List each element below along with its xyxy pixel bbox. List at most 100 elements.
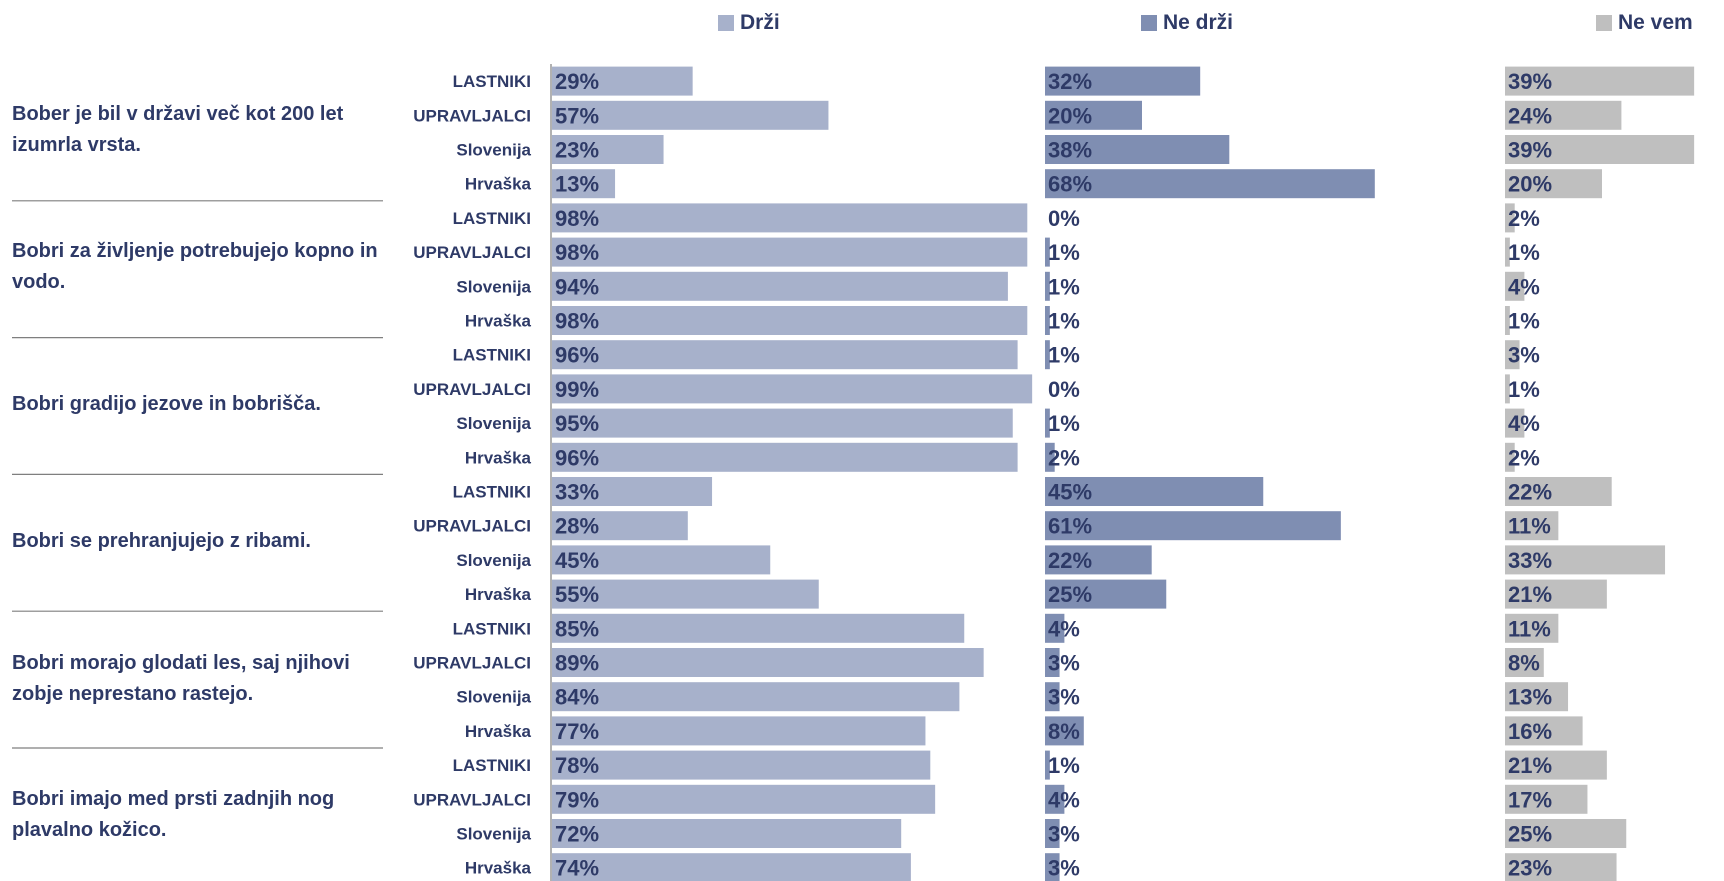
data-label-ne-drzi: 32% [1048,69,1092,94]
data-label-ne-drzi: 38% [1048,138,1092,163]
data-label-drzi: 13% [555,172,599,197]
bar-drzi [552,169,616,199]
bar-drzi [552,306,1028,335]
data-label-ne-drzi: 68% [1048,172,1092,197]
data-label-ne-vem: 4% [1508,274,1540,299]
data-label-drzi: 99% [555,377,599,402]
group-label: Slovenija [456,551,531,570]
group-label: Hrvaška [465,585,532,604]
bar-ne-vem [1505,203,1515,233]
data-label-ne-vem: 24% [1508,103,1552,128]
data-label-ne-drzi: 3% [1048,856,1080,881]
bar-ne-vem [1505,306,1510,335]
bar-ne-vem [1505,442,1515,472]
data-label-ne-drzi: 3% [1048,651,1080,676]
bar-drzi [552,511,688,541]
bar-ne-drzi [1045,511,1341,541]
bar-drzi [552,203,1028,233]
data-label-ne-drzi: 22% [1048,548,1092,573]
data-label-ne-vem: 11% [1508,514,1551,539]
group-label: LASTNIKI [453,756,531,775]
legend-ne-drzi: Ne drži [1141,8,1233,38]
group-label: UPRAVLJALCI [413,517,531,536]
group-label: Slovenija [456,825,531,844]
data-label-ne-drzi: 45% [1048,480,1092,505]
legend-swatch-ne-vem [1596,15,1612,31]
bar-ne-vem [1505,271,1525,301]
bar-ne-drzi [1045,408,1050,438]
bar-drzi [552,66,693,96]
bar-ne-drzi [1045,750,1050,780]
bar-ne-drzi [1045,682,1060,712]
data-label-drzi: 94% [555,274,599,299]
group-label: Slovenija [456,277,531,296]
data-label-ne-vem: 1% [1508,240,1540,265]
legend-swatch-drzi [718,15,734,31]
data-label-ne-drzi: 8% [1048,719,1080,744]
question-label-6: Bobri imajo med prsti zadnjih nog plaval… [12,788,335,841]
data-label-ne-drzi: 3% [1048,822,1080,847]
data-label-drzi: 84% [555,685,599,710]
bar-ne-vem [1505,648,1544,677]
bar-drzi [552,613,965,643]
bar-drzi [552,408,1013,438]
group-label: Hrvaška [465,722,532,741]
data-label-drzi: 78% [555,753,599,778]
bar-ne-vem [1505,100,1622,130]
data-label-drzi: 89% [555,651,599,676]
bar-ne-drzi [1045,853,1060,881]
data-label-ne-vem: 39% [1508,69,1552,94]
group-label: LASTNIKI [453,346,531,365]
bar-ne-vem [1505,511,1559,541]
data-label-ne-vem: 1% [1508,377,1540,402]
group-label: Slovenija [456,688,531,707]
bar-drzi [552,340,1018,370]
bar-ne-drzi [1045,579,1167,609]
bar-drzi [552,819,902,848]
data-label-ne-drzi: 4% [1048,787,1080,812]
bar-ne-vem [1505,853,1617,881]
bar-ne-vem [1505,66,1695,96]
bar-drzi [552,784,936,814]
data-label-ne-vem: 13% [1508,685,1552,710]
bar-drzi [552,271,1008,301]
data-label-ne-drzi: 0% [1048,377,1080,402]
data-label-ne-vem: 20% [1508,172,1552,197]
data-label-drzi: 28% [555,514,599,539]
data-label-ne-drzi: 1% [1048,753,1080,778]
bar-drzi [552,477,713,506]
data-label-ne-drzi: 1% [1048,309,1080,334]
bar-ne-vem [1505,340,1520,370]
data-label-ne-vem: 11% [1508,616,1551,641]
legend-swatch-ne-drzi [1141,15,1157,31]
legend-label-drzi: Drži [740,11,780,34]
group-label: Hrvaška [465,859,532,878]
data-label-ne-drzi: 1% [1048,240,1080,265]
bar-ne-vem [1505,819,1627,848]
group-label: Hrvaška [465,448,532,467]
data-label-drzi: 45% [555,548,599,573]
bar-drzi [552,648,984,677]
data-label-ne-vem: 22% [1508,480,1552,505]
group-label: UPRAVLJALCI [413,243,531,262]
bar-ne-drzi [1045,716,1084,746]
data-label-ne-vem: 2% [1508,206,1540,231]
data-label-ne-drzi: 20% [1048,103,1092,128]
data-label-ne-vem: 39% [1508,138,1552,163]
bar-ne-vem [1505,613,1559,643]
data-label-ne-vem: 2% [1508,445,1540,470]
data-label-drzi: 72% [555,822,599,847]
data-label-ne-vem: 1% [1508,309,1540,334]
bar-drzi [552,100,829,130]
data-label-ne-vem: 8% [1508,651,1540,676]
bar-ne-drzi [1045,135,1230,164]
bar-drzi [552,442,1018,472]
question-label-3: Bobri gradijo jezove in bobrišča. [12,393,321,415]
data-label-ne-drzi: 25% [1048,582,1092,607]
bar-ne-vem [1505,408,1525,438]
bar-ne-drzi [1045,340,1050,370]
bar-ne-vem [1505,374,1510,404]
bar-ne-drzi [1045,169,1375,199]
bar-ne-vem [1505,579,1607,609]
data-label-drzi: 85% [555,616,599,641]
